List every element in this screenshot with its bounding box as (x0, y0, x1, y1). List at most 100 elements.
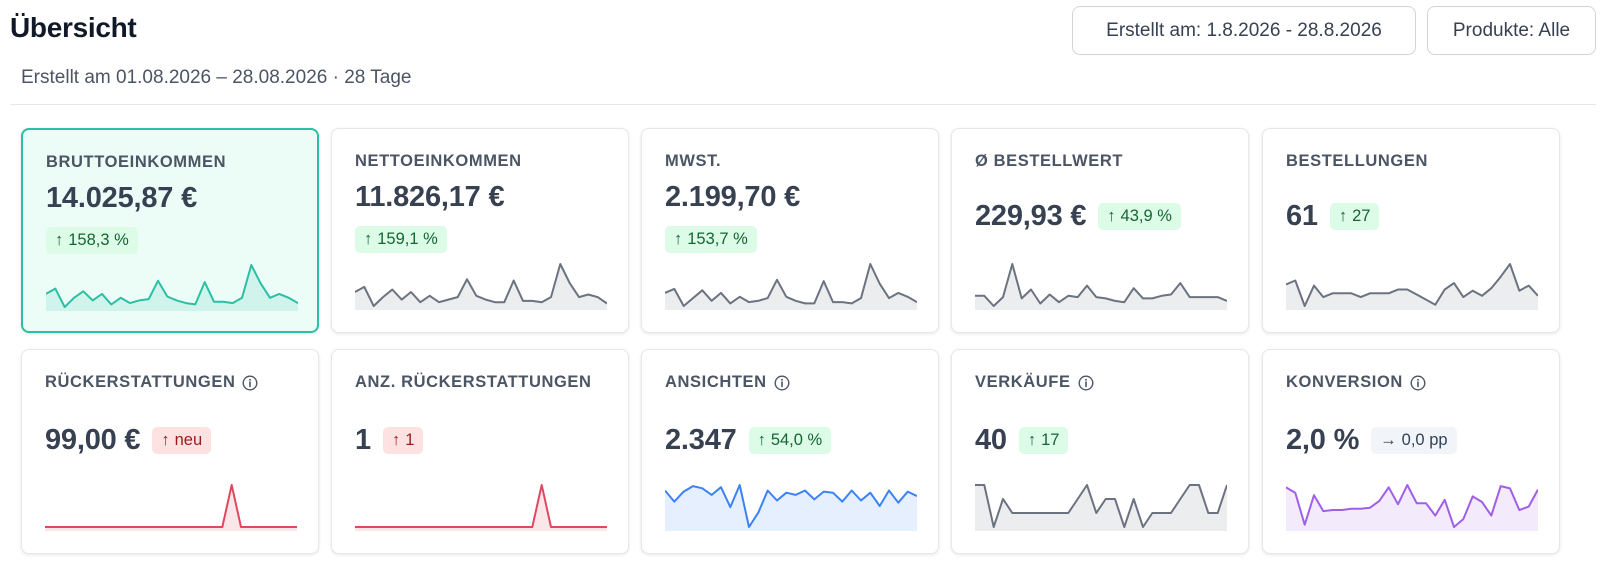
card-label-text: RÜCKERSTATTUNGEN (45, 373, 236, 391)
sparkline-area (975, 485, 1227, 531)
value-area: 2.347 ↑ 54,0 % (665, 424, 832, 457)
kpi-card-konversion[interactable]: KONVERSION 2,0 % → 0,0 pp (1262, 349, 1560, 554)
sparkline-chart (46, 264, 298, 311)
value-area: 1 ↑ 1 (355, 424, 424, 457)
sparkline-chart (665, 484, 917, 531)
sparkline-area (355, 485, 607, 531)
sparkline-line (355, 263, 607, 307)
products-filter-button[interactable]: Produkte: Alle (1427, 6, 1596, 55)
page-title: Übersicht (10, 12, 137, 43)
delta-badge: ↑ 153,7 % (665, 226, 757, 253)
delta-badge: ↑ 1 (382, 427, 424, 454)
metric-value: 229,93 € (975, 200, 1087, 232)
value-area: 229,93 € ↑ 43,9 % (975, 200, 1181, 233)
card-label-text: MWST. (665, 152, 722, 170)
info-icon[interactable] (242, 374, 258, 391)
kpi-card-avg-bestellwert[interactable]: Ø BESTELLWERT 229,93 € ↑ 43,9 % (951, 128, 1249, 333)
delta-value: 153,7 % (687, 230, 748, 248)
sparkline-chart (1286, 484, 1538, 531)
card-label-text: Ø BESTELLWERT (975, 152, 1124, 170)
sparkline-area (46, 265, 298, 311)
card-label: VERKÄUFE (975, 373, 1094, 392)
delta-badge: ↑ 159,1 % (355, 226, 447, 253)
arrow-up-icon: ↑ (674, 230, 683, 248)
date-range-filter-button[interactable]: Erstellt am: 1.8.2026 - 28.8.2026 (1072, 6, 1416, 55)
sparkline-chart (975, 263, 1227, 310)
delta-badge: ↑ 158,3 % (46, 227, 138, 254)
kpi-card-bruttoeinkommen[interactable]: BRUTTOEINKOMMEN 14.025,87 € ↑ 158,3 % (21, 128, 319, 333)
card-label-text: BESTELLUNGEN (1286, 152, 1428, 170)
kpi-card-ansichten[interactable]: ANSICHTEN 2.347 ↑ 54,0 % (641, 349, 939, 554)
delta-badge: ↑ 27 (1329, 203, 1380, 230)
value-area: 2,0 % → 0,0 pp (1286, 424, 1457, 457)
arrow-up-icon: ↑ (1107, 207, 1116, 225)
card-label-text: BRUTTOEINKOMMEN (46, 153, 227, 171)
card-label-text: KONVERSION (1286, 373, 1403, 391)
info-icon[interactable] (1410, 374, 1426, 391)
kpi-card-mwst[interactable]: MWST. 2.199,70 € ↑ 153,7 % (641, 128, 939, 333)
card-label: KONVERSION (1286, 373, 1426, 392)
value-area: 61 ↑ 27 (1286, 200, 1380, 233)
kpi-card-anz-rueckerstattungen[interactable]: ANZ. RÜCKERSTATTUNGEN 1 ↑ 1 (331, 349, 629, 554)
arrow-up-icon: ↑ (364, 230, 373, 248)
metric-value: 14.025,87 € (46, 182, 197, 214)
delta-row: ↑ 158,3 % (46, 215, 197, 254)
sparkline-line (45, 484, 297, 528)
metric-value: 61 (1286, 200, 1318, 232)
card-label: BRUTTOEINKOMMEN (46, 153, 226, 172)
delta-value: 159,1 % (377, 230, 438, 248)
page-subtitle: Erstellt am 01.08.2026 – 28.08.2026 · 28… (21, 67, 412, 88)
metric-value: 2,0 % (1286, 424, 1360, 456)
metric-value: 40 (975, 424, 1007, 456)
delta-value: neu (174, 431, 203, 449)
sparkline-chart (665, 263, 917, 310)
sparkline-line (665, 263, 917, 307)
card-label: MWST. (665, 152, 721, 171)
delta-badge: ↑ 43,9 % (1098, 203, 1181, 230)
info-icon[interactable] (1078, 374, 1094, 391)
card-label: NETTOEINKOMMEN (355, 152, 522, 171)
sparkline-chart (1286, 263, 1538, 310)
sparkline-chart (975, 484, 1227, 531)
delta-value: 158,3 % (68, 231, 129, 249)
arrow-up-icon: ↑ (1338, 207, 1348, 225)
delta-value: 54,0 % (770, 431, 823, 449)
delta-row: ↑ 159,1 % (355, 214, 504, 253)
sparkline-area (355, 264, 607, 310)
value-area: 14.025,87 € ↑ 158,3 % (46, 182, 197, 254)
card-label-text: ANSICHTEN (665, 373, 767, 391)
metric-value: 11.826,17 € (355, 181, 505, 213)
delta-value: 27 (1352, 207, 1371, 225)
arrow-up-icon: ↑ (161, 431, 170, 449)
sparkline-line (1286, 484, 1538, 528)
sparkline-area (975, 264, 1227, 310)
sparkline-area (45, 485, 297, 531)
card-label-text: ANZ. RÜCKERSTATTUNGEN (355, 373, 592, 391)
value-area: 11.826,17 € ↑ 159,1 % (355, 181, 505, 253)
sparkline-line (975, 484, 1227, 528)
value-area: 99,00 € ↑ neu (45, 424, 212, 457)
kpi-card-verkaeufe[interactable]: VERKÄUFE 40 ↑ 17 (951, 349, 1249, 554)
card-label: ANZ. RÜCKERSTATTUNGEN (355, 373, 592, 392)
metric-value: 2.347 (665, 424, 737, 456)
arrow-up-icon: ↑ (1027, 431, 1037, 449)
kpi-card-nettoeinkommen[interactable]: NETTOEINKOMMEN 11.826,17 € ↑ 159,1 % (331, 128, 629, 333)
delta-value: 17 (1041, 431, 1060, 449)
delta-badge: ↑ 17 (1018, 427, 1069, 454)
kpi-card-bestellungen[interactable]: BESTELLUNGEN 61 ↑ 27 (1262, 128, 1560, 333)
value-area: 40 ↑ 17 (975, 424, 1069, 457)
sparkline-line (355, 484, 607, 528)
sparkline-line (975, 263, 1227, 307)
kpi-card-rueckerstattungen[interactable]: RÜCKERSTATTUNGEN 99,00 € ↑ neu (21, 349, 319, 554)
arrow-up-icon: ↑ (55, 231, 64, 249)
card-label: RÜCKERSTATTUNGEN (45, 373, 258, 392)
sparkline-line (665, 484, 917, 528)
sparkline-area (665, 264, 917, 310)
info-icon[interactable] (774, 374, 790, 391)
arrow-up-icon: ↑ (757, 431, 766, 449)
sparkline-chart (355, 263, 607, 310)
sparkline-area (1286, 485, 1538, 531)
delta-value: 43,9 % (1120, 207, 1172, 225)
sparkline-line (46, 264, 298, 308)
delta-badge: ↑ neu (152, 427, 212, 454)
